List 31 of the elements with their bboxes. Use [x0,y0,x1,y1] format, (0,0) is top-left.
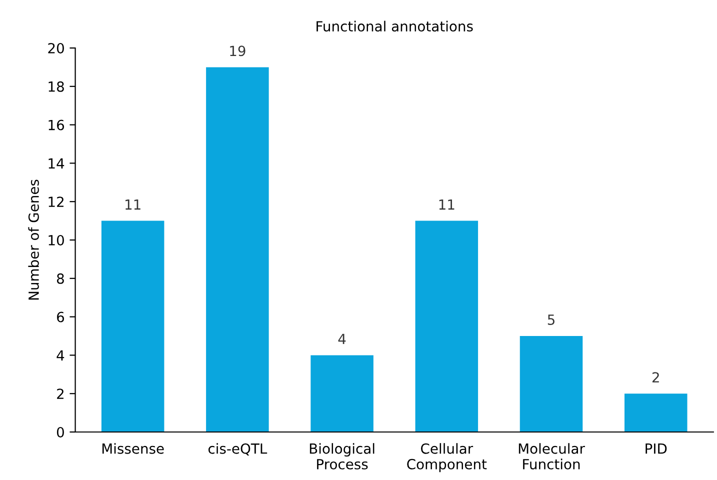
y-tick-label: 4 [56,350,64,360]
bar [310,355,374,432]
data-label: 19 [230,46,246,56]
bar [101,220,164,432]
y-tick-label: 18 [48,81,64,92]
x-tick-label: Molecular Function [518,443,585,470]
y-tick-label: 16 [48,120,64,130]
data-label: 5 [548,314,554,325]
bar [206,67,269,432]
x-tick-label: Biological Process [310,443,374,470]
y-tick-label: 6 [57,312,64,322]
y-tick-label: 20 [48,42,64,54]
bar [520,336,583,432]
x-tick-label: Missense [102,443,164,454]
x-tick-label: Cellular Component [407,443,487,472]
y-tick-label: 10 [48,234,64,246]
data-label: 2 [652,372,659,382]
data-label: 11 [126,199,140,210]
y-tick-label: 12 [48,196,64,207]
bar [624,394,688,432]
y-tick-label: 0 [56,426,64,438]
bar [415,220,478,432]
y-tick-label: 14 [48,158,64,168]
data-label: 4 [338,334,346,344]
x-tick-label: cis-eQTL [208,443,268,456]
y-axis-title: Number of Genes [28,180,39,300]
data-label: 11 [439,199,454,210]
y-tick-label: 8 [56,273,64,284]
x-tick-label: PID [646,444,667,454]
chart-title: Functional annotations [316,20,473,32]
y-tick-label: 2 [57,388,64,399]
